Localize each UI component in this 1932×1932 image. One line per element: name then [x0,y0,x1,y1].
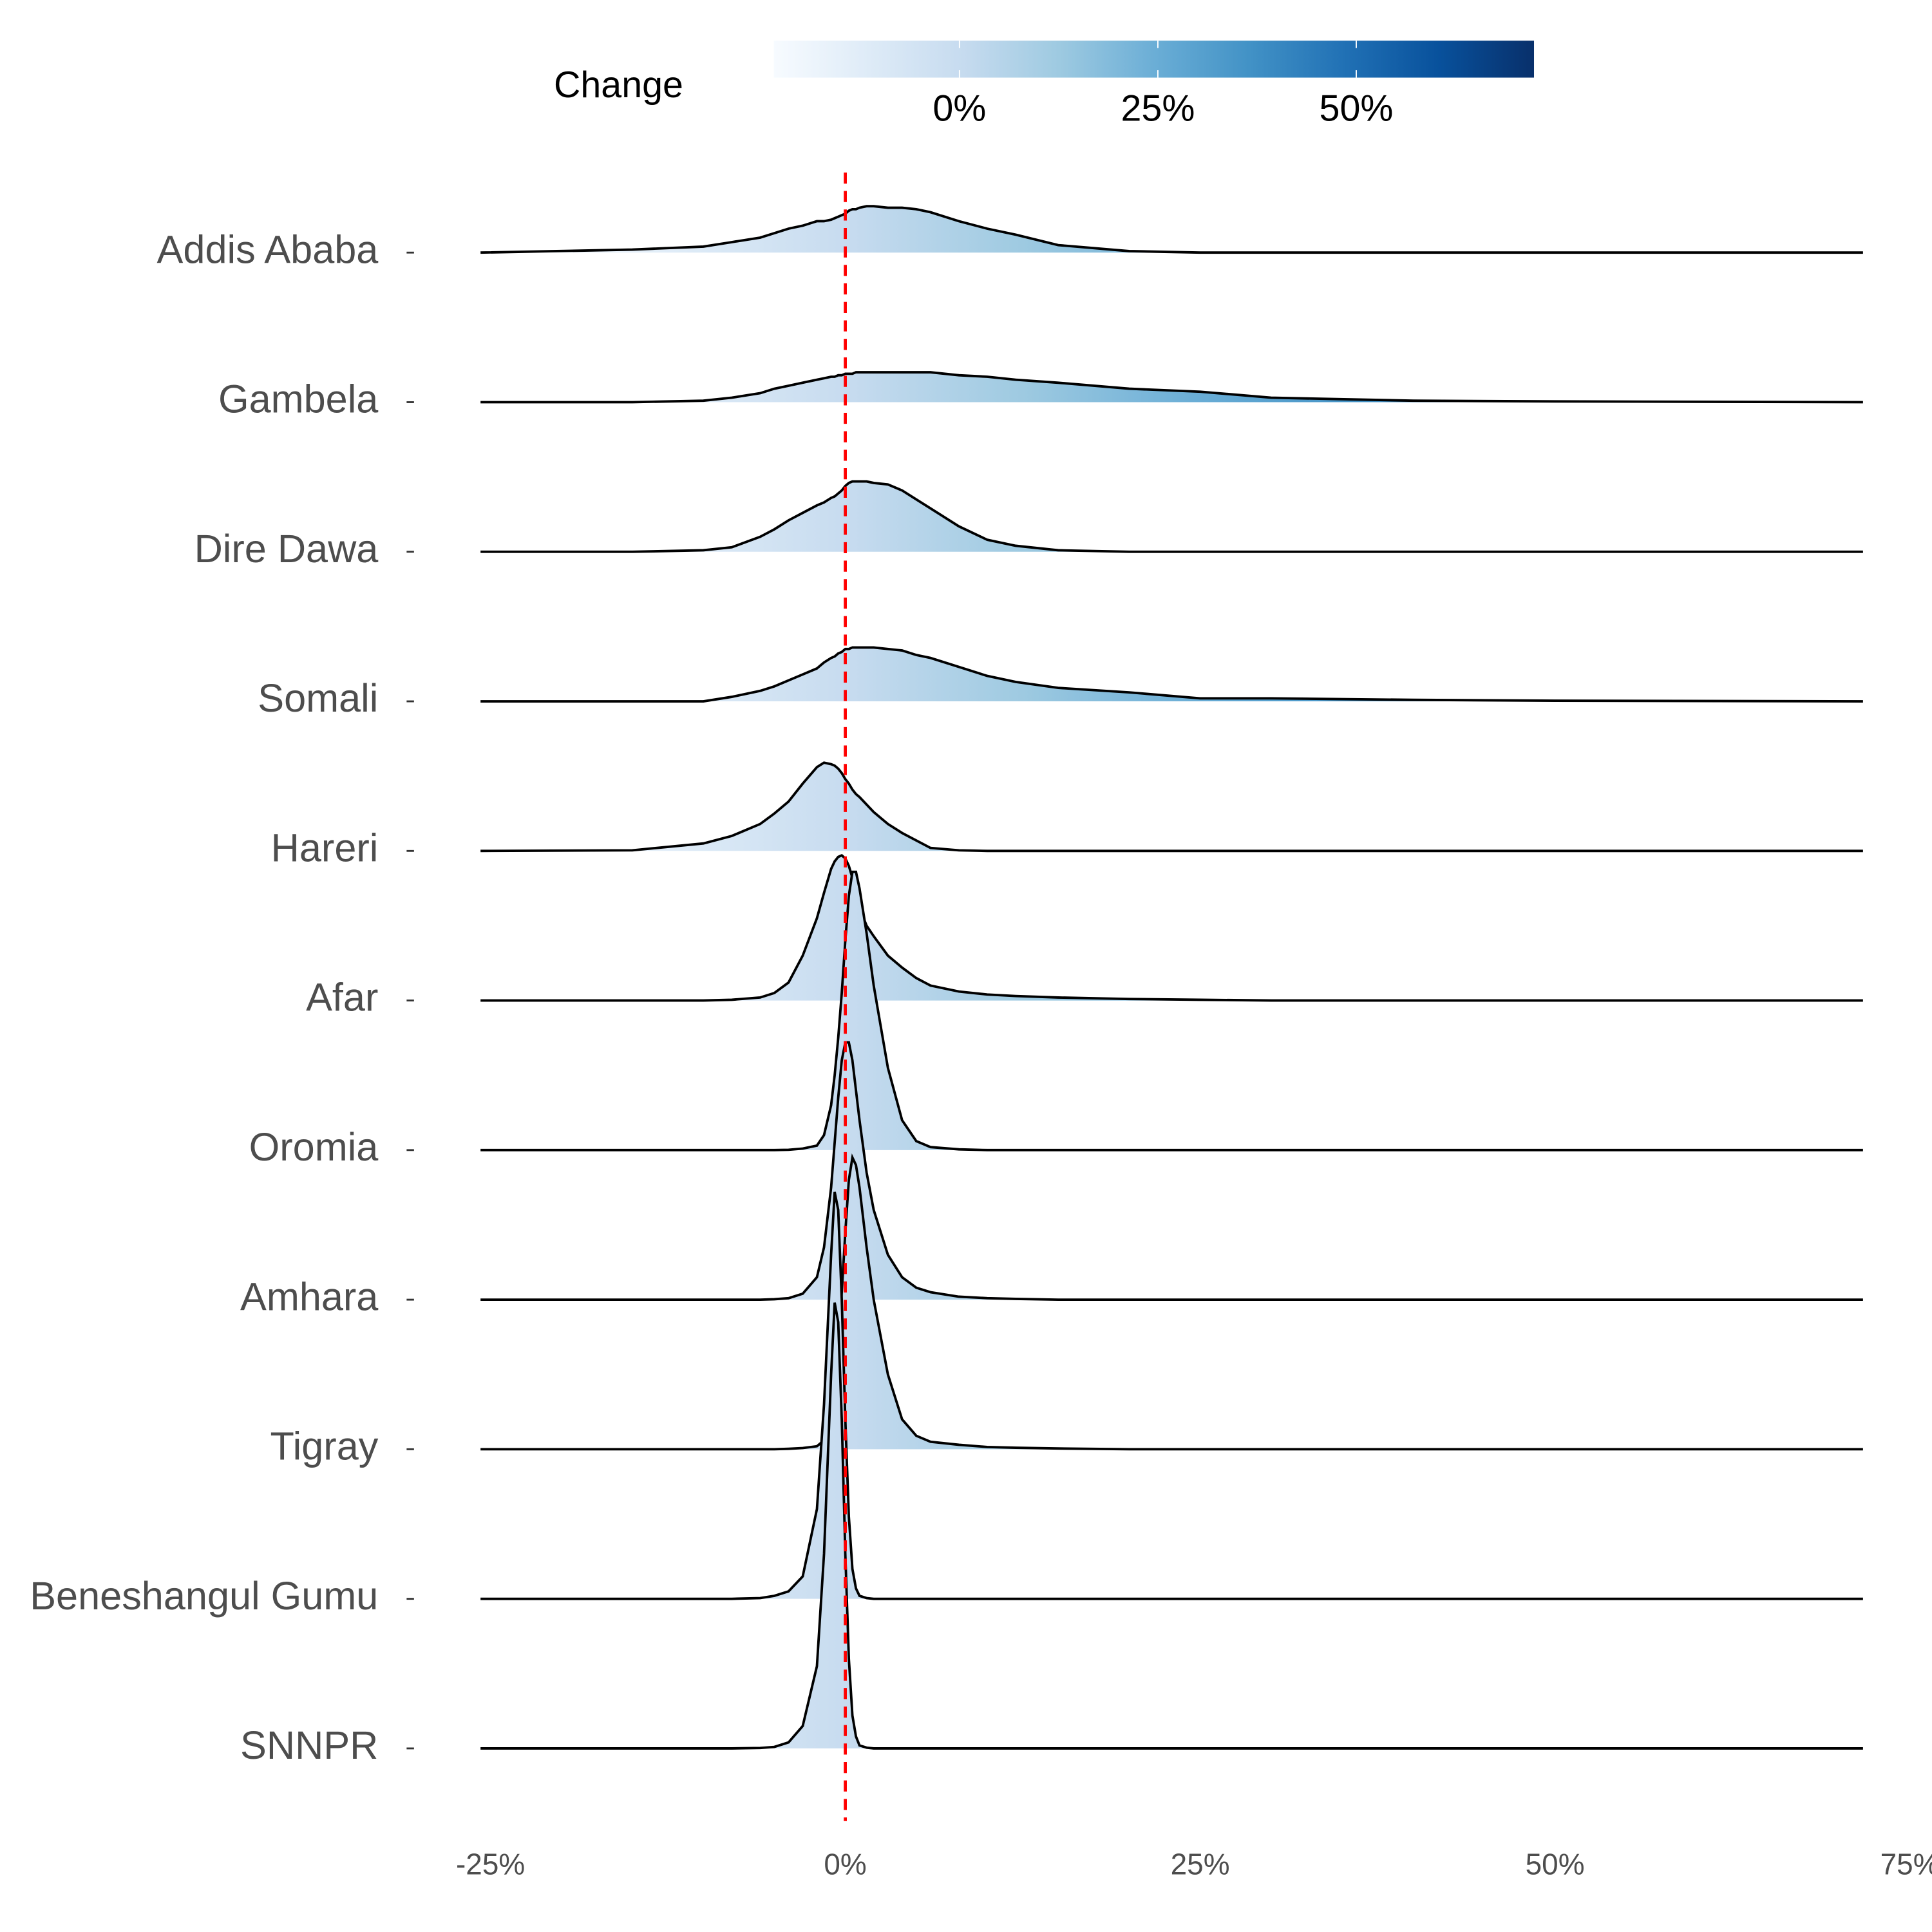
ridge-line [480,1041,1863,1302]
colorbar-tick-label: 50% [1320,88,1394,129]
ridge-fill [480,1157,1863,1450]
ridge-line [480,205,1863,254]
y-tick-label: Amhara [240,1274,379,1318]
ridge-line [480,870,1863,1151]
ridge-fill [480,1042,1863,1300]
ridge-line [480,1153,1863,1451]
y-tick-label: Gambela [218,377,379,421]
y-tick-label: Somali [258,676,378,720]
ridge-fill [480,871,1863,1150]
ridge-fill [480,1191,1863,1599]
y-tick-label: Afar [306,976,378,1019]
colorbar-tick-label: 0% [933,88,986,129]
ridge-line [480,646,1863,703]
y-tick-label: Dire Dawa [194,527,379,571]
ridge-fill [480,855,1863,1001]
x-tick-label: 50% [1526,1848,1585,1881]
ridge-line [480,480,1863,553]
ridge-line [480,371,1863,404]
ridge-fill [480,206,1863,253]
ridge-fill [480,762,1863,851]
x-tick-label: 25% [1171,1848,1230,1881]
ridge-fill [480,372,1863,402]
y-tick-label: Beneshangul Gumu [30,1574,378,1618]
y-tick-label: Hareri [271,826,379,869]
ridge-line [480,854,1863,1002]
colorbar [773,41,1535,78]
ridge-fill [480,481,1863,552]
ridge-fill [480,1302,1863,1748]
ridge-line [480,1191,1863,1600]
y-tick-label: Oromia [249,1125,379,1169]
colorbar-tick-label: 25% [1121,88,1195,129]
x-tick-label: 75% [1880,1848,1932,1881]
x-tick-label: -25% [456,1848,525,1881]
ridge-fill [480,647,1863,702]
ridge-line [480,761,1863,853]
ridge-line [480,1302,1863,1750]
y-tick-label: Tigray [270,1425,379,1468]
legend-title: Change [554,64,683,106]
x-tick-label: 0% [824,1848,866,1881]
y-tick-label: Addis Ababa [157,227,379,271]
y-tick-label: SNNPR [240,1723,378,1767]
